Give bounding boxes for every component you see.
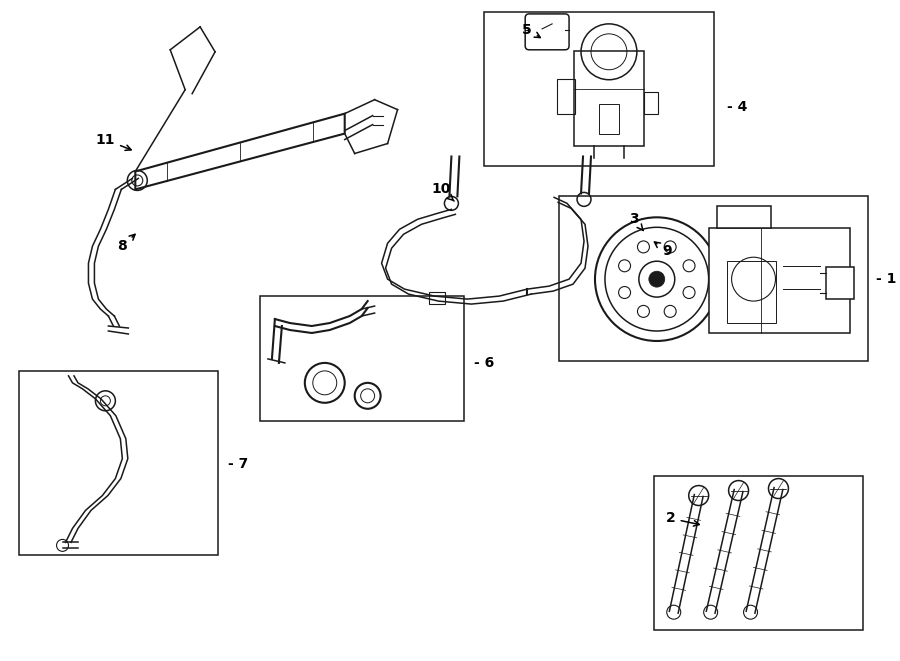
Circle shape	[618, 286, 631, 299]
Circle shape	[361, 389, 374, 403]
Circle shape	[667, 605, 680, 619]
Bar	[826, 267, 854, 299]
Circle shape	[101, 396, 111, 406]
Circle shape	[95, 391, 115, 410]
Circle shape	[664, 241, 676, 253]
Circle shape	[743, 605, 758, 619]
Bar	[557, 79, 575, 114]
Text: 5: 5	[522, 23, 540, 38]
Circle shape	[618, 260, 631, 272]
Bar	[484, 12, 714, 167]
Circle shape	[704, 605, 717, 619]
Circle shape	[729, 481, 749, 500]
Text: 9: 9	[654, 242, 671, 258]
Circle shape	[595, 217, 718, 341]
Circle shape	[664, 305, 676, 317]
Bar	[19, 371, 218, 555]
Text: 8: 8	[118, 235, 135, 253]
Text: - 4: - 4	[726, 100, 747, 114]
Bar	[260, 296, 464, 421]
Text: 3: 3	[629, 212, 643, 231]
Circle shape	[683, 286, 695, 299]
Text: 2: 2	[666, 512, 699, 526]
Bar	[726, 261, 777, 323]
Bar	[644, 92, 658, 114]
Text: - 7: - 7	[228, 457, 248, 471]
Circle shape	[683, 260, 695, 272]
Bar	[708, 228, 850, 333]
Circle shape	[649, 271, 665, 287]
Text: 11: 11	[95, 133, 131, 150]
Circle shape	[313, 371, 337, 395]
Text: 10: 10	[432, 182, 454, 201]
Text: - 6: - 6	[474, 356, 495, 370]
Bar	[653, 475, 863, 630]
Bar	[574, 51, 644, 145]
Circle shape	[57, 539, 68, 551]
Bar	[559, 196, 868, 361]
Circle shape	[688, 486, 708, 506]
Circle shape	[637, 305, 650, 317]
Bar	[716, 206, 771, 228]
Circle shape	[769, 479, 788, 498]
Circle shape	[355, 383, 381, 408]
Bar	[599, 104, 619, 134]
Circle shape	[637, 241, 650, 253]
Text: - 1: - 1	[877, 272, 896, 286]
Bar	[429, 292, 445, 304]
Circle shape	[305, 363, 345, 403]
Circle shape	[131, 175, 143, 186]
